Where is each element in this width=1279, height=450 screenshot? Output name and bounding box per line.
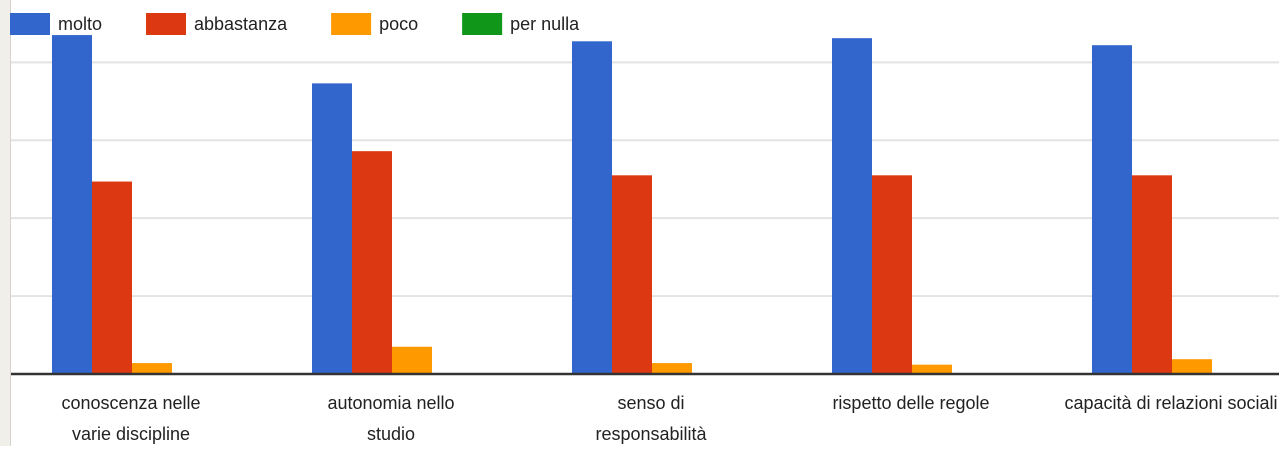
legend-swatch — [146, 13, 187, 35]
x-tick-label: senso di responsabilità — [595, 393, 707, 444]
bar — [652, 363, 692, 374]
x-tick-label: conoscenza nelle varie discipline — [61, 393, 201, 444]
legend-label: poco — [379, 14, 418, 34]
bar — [352, 151, 392, 374]
bar — [872, 175, 912, 374]
x-tick-label: capacità di relazioni sociali — [1064, 393, 1278, 413]
bar — [392, 346, 432, 374]
x-tick-label: autonomia nello studio — [327, 393, 455, 444]
bar — [92, 181, 132, 374]
bar — [1132, 175, 1172, 374]
legend-swatch — [10, 13, 50, 35]
legend-swatch — [331, 13, 372, 35]
bar — [52, 35, 92, 374]
bar — [572, 41, 612, 374]
bar — [1172, 359, 1212, 374]
side-strip — [0, 0, 10, 446]
legend-swatch — [462, 13, 503, 35]
bar — [832, 38, 872, 374]
bar — [132, 363, 172, 374]
bar — [1092, 45, 1132, 375]
legend-label: per nulla — [510, 14, 580, 34]
x-tick-label: rispetto delle regole — [832, 393, 990, 413]
bar — [312, 83, 352, 374]
bar — [912, 364, 952, 374]
legend-label: molto — [58, 14, 102, 34]
bar — [612, 175, 652, 374]
legend-label: abbastanza — [194, 14, 288, 34]
